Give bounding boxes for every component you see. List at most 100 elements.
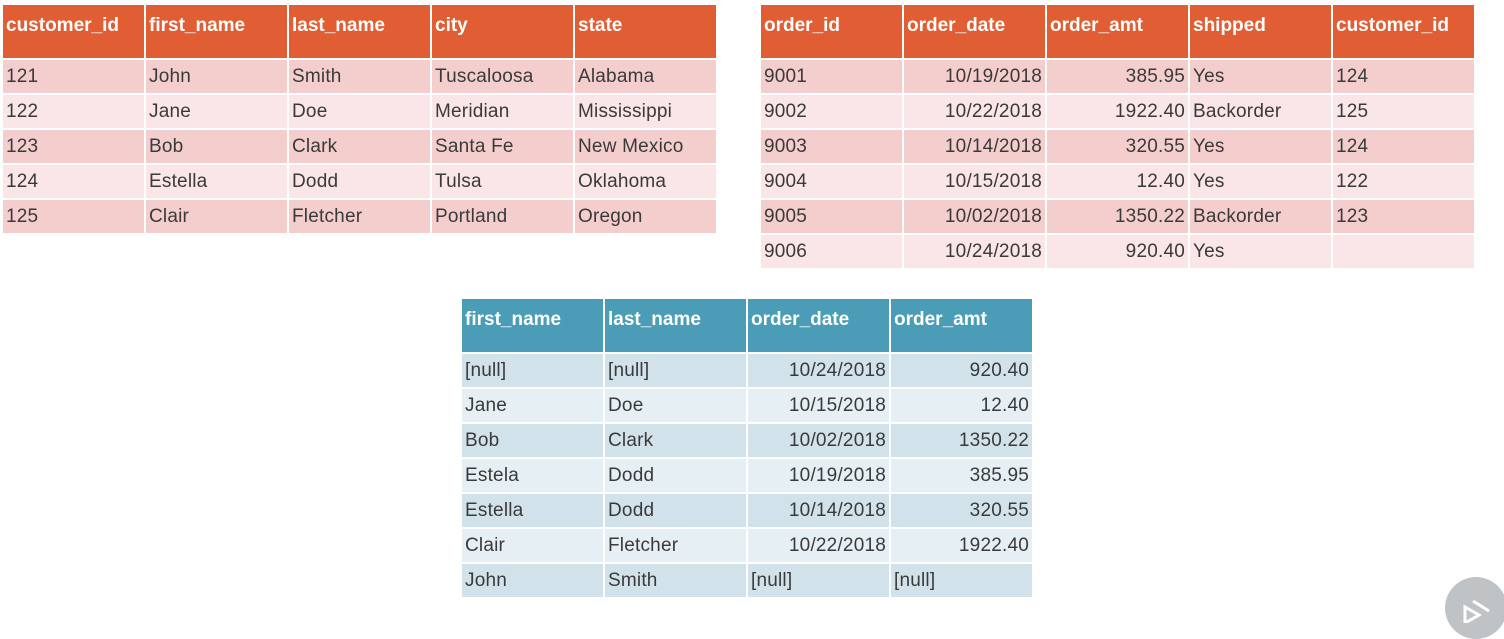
column-header: order_date — [904, 5, 1045, 58]
table-cell: 122 — [3, 95, 144, 128]
table-cell: 10/22/2018 — [904, 95, 1045, 128]
table-header-row: order_id order_date order_amt shipped cu… — [761, 5, 1474, 58]
table-cell: Fletcher — [289, 200, 430, 233]
table-row: Estela Dodd 10/19/2018 385.95 — [462, 459, 1032, 492]
table-cell: Smith — [605, 564, 746, 597]
table-cell: 10/02/2018 — [748, 424, 889, 457]
table-cell: [null] — [748, 564, 889, 597]
table-cell: Bob — [462, 424, 603, 457]
table-cell: 122 — [1333, 165, 1474, 198]
table-cell: 125 — [3, 200, 144, 233]
column-header: first_name — [462, 299, 603, 352]
customers-table: customer_id first_name last_name city st… — [1, 3, 718, 235]
orders-table: order_id order_date order_amt shipped cu… — [759, 3, 1476, 270]
table-row: 9006 10/24/2018 920.40 Yes — [761, 235, 1474, 268]
table-cell: 920.40 — [891, 354, 1032, 387]
table-row: 9002 10/22/2018 1922.40 Backorder 125 — [761, 95, 1474, 128]
table-row: 124 Estella Dodd Tulsa Oklahoma — [3, 165, 716, 198]
table-cell: 123 — [3, 130, 144, 163]
table-cell: 124 — [1333, 130, 1474, 163]
table-cell: 385.95 — [891, 459, 1032, 492]
table-cell: Bob — [146, 130, 287, 163]
table-cell: 124 — [1333, 60, 1474, 93]
column-header: city — [432, 5, 573, 58]
table-row: 9001 10/19/2018 385.95 Yes 124 — [761, 60, 1474, 93]
table-cell: 10/15/2018 — [748, 389, 889, 422]
column-header: order_date — [748, 299, 889, 352]
table-cell: Doe — [605, 389, 746, 422]
table-cell: Clair — [462, 529, 603, 562]
table-cell: Estella — [462, 494, 603, 527]
table-cell: 1922.40 — [1047, 95, 1188, 128]
table-cell: [null] — [462, 354, 603, 387]
table-row: Bob Clark 10/02/2018 1350.22 — [462, 424, 1032, 457]
table-cell: 123 — [1333, 200, 1474, 233]
table-row: [null] [null] 10/24/2018 920.40 — [462, 354, 1032, 387]
table-cell: 320.55 — [891, 494, 1032, 527]
join-result-table: first_name last_name order_date order_am… — [460, 297, 1034, 599]
table-cell: Oregon — [575, 200, 716, 233]
table-cell: 10/14/2018 — [748, 494, 889, 527]
table-cell: 12.40 — [891, 389, 1032, 422]
table-cell: 9001 — [761, 60, 902, 93]
table-cell: Estela — [462, 459, 603, 492]
column-header: customer_id — [3, 5, 144, 58]
table-cell: 10/19/2018 — [904, 60, 1045, 93]
table-cell: 9006 — [761, 235, 902, 268]
table-cell: Santa Fe — [432, 130, 573, 163]
table-cell: 10/15/2018 — [904, 165, 1045, 198]
column-header: state — [575, 5, 716, 58]
column-header: last_name — [289, 5, 430, 58]
table-cell: 1922.40 — [891, 529, 1032, 562]
table-cell: Dodd — [605, 459, 746, 492]
table-cell: 920.40 — [1047, 235, 1188, 268]
table-cell: Fletcher — [605, 529, 746, 562]
table-row: 122 Jane Doe Meridian Mississippi — [3, 95, 716, 128]
table-cell: Clark — [605, 424, 746, 457]
table-cell: Yes — [1190, 165, 1331, 198]
play-button[interactable] — [1445, 577, 1504, 639]
table-cell: 9005 — [761, 200, 902, 233]
column-header: last_name — [605, 299, 746, 352]
table-cell: 385.95 — [1047, 60, 1188, 93]
column-header: order_amt — [891, 299, 1032, 352]
table-cell: Tulsa — [432, 165, 573, 198]
table-row: 123 Bob Clark Santa Fe New Mexico — [3, 130, 716, 163]
table-cell: Meridian — [432, 95, 573, 128]
table-cell: Yes — [1190, 60, 1331, 93]
table-cell: 9004 — [761, 165, 902, 198]
table-cell: Clark — [289, 130, 430, 163]
table-cell: Alabama — [575, 60, 716, 93]
table-row: Clair Fletcher 10/22/2018 1922.40 — [462, 529, 1032, 562]
table-cell: Dodd — [605, 494, 746, 527]
table-row: Estella Dodd 10/14/2018 320.55 — [462, 494, 1032, 527]
table-cell: 121 — [3, 60, 144, 93]
table-cell: Mississippi — [575, 95, 716, 128]
table-cell: Yes — [1190, 130, 1331, 163]
table-cell: 10/24/2018 — [904, 235, 1045, 268]
table-cell: 10/19/2018 — [748, 459, 889, 492]
table-cell: Smith — [289, 60, 430, 93]
table-row: Jane Doe 10/15/2018 12.40 — [462, 389, 1032, 422]
table-row: John Smith [null] [null] — [462, 564, 1032, 597]
table-row: 9005 10/02/2018 1350.22 Backorder 123 — [761, 200, 1474, 233]
table-cell: Dodd — [289, 165, 430, 198]
table-cell: Portland — [432, 200, 573, 233]
table-cell: Jane — [462, 389, 603, 422]
table-cell: 124 — [3, 165, 144, 198]
table-cell: Doe — [289, 95, 430, 128]
table-cell: Yes — [1190, 235, 1331, 268]
column-header: order_amt — [1047, 5, 1188, 58]
table-cell: Jane — [146, 95, 287, 128]
table-cell: [null] — [891, 564, 1032, 597]
table-row: 9004 10/15/2018 12.40 Yes 122 — [761, 165, 1474, 198]
play-icon — [1463, 599, 1490, 623]
table-cell: 1350.22 — [1047, 200, 1188, 233]
table-cell: 1350.22 — [891, 424, 1032, 457]
column-header: shipped — [1190, 5, 1331, 58]
table-cell: 9003 — [761, 130, 902, 163]
table-cell: Estella — [146, 165, 287, 198]
table-cell: 12.40 — [1047, 165, 1188, 198]
table-cell: 320.55 — [1047, 130, 1188, 163]
table-row: 121 John Smith Tuscaloosa Alabama — [3, 60, 716, 93]
